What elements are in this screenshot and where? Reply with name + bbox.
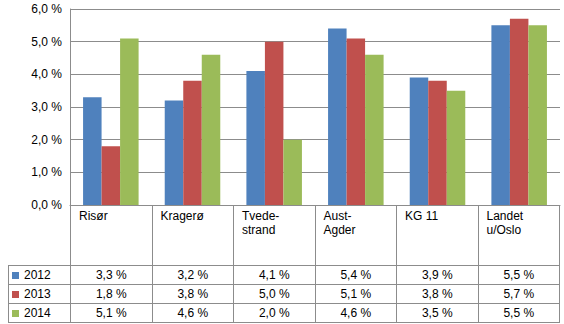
html-text:3,8 %: 3,8 % <box>421 287 453 301</box>
svg-text:2,0 %: 2,0 % <box>31 133 62 147</box>
html-text:3,5 %: 3,5 % <box>421 306 453 320</box>
html-text:Tvede- strand: Tvede- strand <box>242 209 280 237</box>
html-text:5,5 %: 5,5 % <box>503 268 535 282</box>
svg-text:3,0 %: 3,0 % <box>31 100 62 114</box>
html-text:3,8 %: 3,8 % <box>177 287 209 301</box>
html-text:Kragerø: Kragerø <box>160 209 204 223</box>
html-text:3,2 %: 3,2 % <box>177 268 209 282</box>
html-text:KG 11: KG 11 <box>405 209 439 223</box>
svg-text:5,0 %: 5,0 % <box>31 35 62 49</box>
html-text:Risør: Risør <box>79 209 108 223</box>
html-text:5,5 %: 5,5 % <box>503 306 535 320</box>
html-text:2012: 2012 <box>24 268 51 282</box>
html-text:5,0 %: 5,0 % <box>258 287 290 301</box>
html-text:2014: 2014 <box>24 306 51 320</box>
html-text:4,1 %: 4,1 % <box>258 268 290 282</box>
html-text:4,6 %: 4,6 % <box>340 306 372 320</box>
html-text:5,1 %: 5,1 % <box>95 306 127 320</box>
svg-text:1,0 %: 1,0 % <box>31 165 62 179</box>
svg-text:6,0 %: 6,0 % <box>31 2 62 16</box>
svg-text:0,0 %: 0,0 % <box>31 198 62 212</box>
html-text:4,6 %: 4,6 % <box>177 306 209 320</box>
svg-text:4,0 %: 4,0 % <box>31 67 62 81</box>
html-text:3,3 %: 3,3 % <box>95 268 127 282</box>
html-text:2013: 2013 <box>24 287 51 301</box>
html-text:Landet u/Oslo: Landet u/Oslo <box>486 209 524 237</box>
html-text:5,7 %: 5,7 % <box>503 287 535 301</box>
html-text:3,9 %: 3,9 % <box>421 268 453 282</box>
html-text:5,1 %: 5,1 % <box>340 287 372 301</box>
html-text:2,0 %: 2,0 % <box>258 306 290 320</box>
html-text:5,4 %: 5,4 % <box>340 268 372 282</box>
html-text:1,8 %: 1,8 % <box>95 287 127 301</box>
html-text:Aust- Agder: Aust- Agder <box>323 209 356 237</box>
